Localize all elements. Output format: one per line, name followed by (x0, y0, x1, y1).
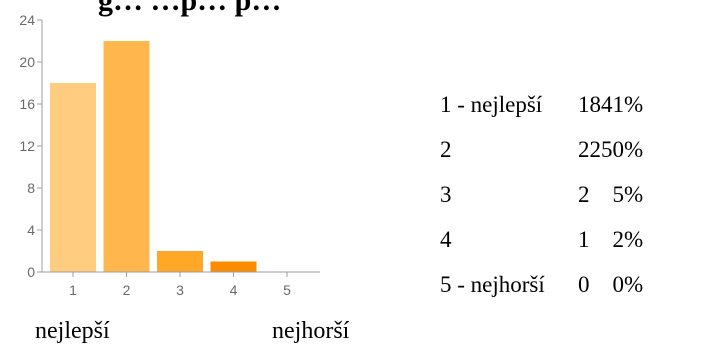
bar (103, 41, 150, 272)
y-tick-label: 20 (19, 54, 35, 70)
y-tick-label: 8 (27, 180, 35, 196)
stats-label: 3 (440, 182, 452, 207)
y-tick-label: 0 (27, 264, 35, 280)
stats-label: 4 (440, 227, 452, 252)
bar (210, 261, 257, 272)
bar (50, 83, 96, 272)
bars (50, 41, 257, 272)
stats-row: 2 22 50% (440, 127, 643, 172)
stats-label: 1 - nejlepší (440, 92, 543, 117)
x-tick-label: 3 (176, 282, 184, 298)
y-tick-label: 4 (27, 222, 35, 238)
x-tick-label: 2 (123, 282, 131, 298)
stats-percent: 0% (612, 272, 644, 297)
stats-count: 1 (578, 227, 590, 252)
bar (157, 251, 203, 272)
stats-count: 22 (578, 137, 601, 162)
stats-label: 2 (440, 137, 452, 162)
x-tick-label: 1 (69, 282, 77, 298)
y-axis: 0 4 8 12 16 20 24 (19, 12, 43, 280)
stats-row: 3 2 5% (440, 172, 643, 217)
y-tick-label: 16 (19, 96, 35, 112)
stats-row: 1 - nejlepší 18 41% (440, 82, 643, 127)
scale-best-label: nejlepší (35, 318, 110, 344)
y-tick-label: 24 (19, 12, 35, 28)
response-stats-table: 1 - nejlepší 18 41% 2 22 50% 3 2 5% 4 1 … (440, 82, 643, 307)
stats-label: 5 - nejhorší (440, 272, 545, 297)
x-tick-label: 4 (230, 282, 238, 298)
stats-count: 0 (578, 272, 590, 297)
x-axis: 1 2 3 4 5 (42, 271, 320, 298)
chart-title: g… …p… p… (98, 0, 282, 17)
stats-percent: 50% (601, 137, 644, 162)
stats-row: 5 - nejhorší 0 0% (440, 262, 643, 307)
stats-percent: 2% (612, 227, 644, 252)
y-tick-label: 12 (19, 138, 35, 154)
stats-row: 4 1 2% (440, 217, 643, 262)
x-tick-label: 5 (283, 282, 291, 298)
scale-worst-label: nejhorší (272, 318, 350, 344)
stats-percent: 5% (612, 182, 644, 207)
stats-count: 18 (578, 92, 601, 117)
stats-percent: 41% (601, 92, 644, 117)
stats-count: 2 (578, 182, 590, 207)
